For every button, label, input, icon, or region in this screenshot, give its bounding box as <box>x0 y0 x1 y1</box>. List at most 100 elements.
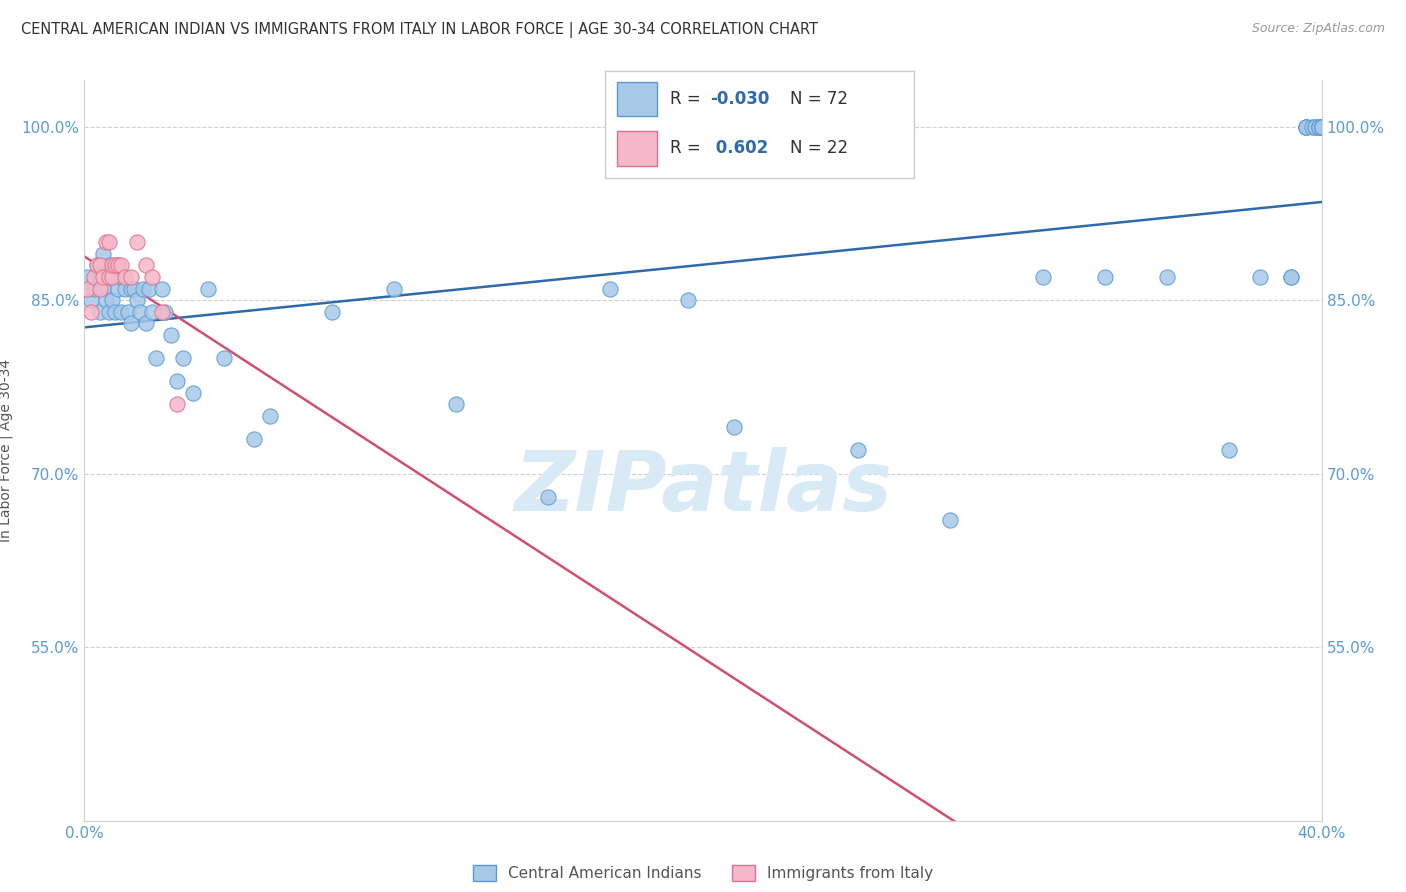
Point <box>135 259 157 273</box>
Bar <box>617 82 657 116</box>
Point <box>107 281 129 295</box>
Point <box>1218 443 1240 458</box>
Point <box>83 269 105 284</box>
Point <box>114 269 136 284</box>
Point <box>104 259 127 273</box>
Point <box>1308 120 1330 134</box>
Point <box>110 269 132 284</box>
Point <box>1301 120 1323 134</box>
Point <box>91 269 114 284</box>
Point <box>86 259 108 273</box>
Point <box>723 420 745 434</box>
Point <box>98 235 121 250</box>
Point <box>132 281 155 295</box>
Point <box>243 432 266 446</box>
Point <box>101 259 124 273</box>
Point <box>1249 269 1271 284</box>
Text: R =: R = <box>669 90 706 108</box>
Point <box>120 316 142 330</box>
Point <box>101 269 124 284</box>
Text: N = 22: N = 22 <box>790 139 848 157</box>
Point <box>120 269 142 284</box>
Point <box>129 304 152 318</box>
Point <box>1279 269 1302 284</box>
Point <box>1032 269 1054 284</box>
Point <box>444 397 467 411</box>
Point <box>89 304 111 318</box>
Point <box>79 293 101 307</box>
Point <box>94 235 117 250</box>
Point <box>110 259 132 273</box>
Point <box>104 304 127 318</box>
Point <box>141 269 163 284</box>
Point <box>537 490 560 504</box>
Point <box>76 269 98 284</box>
Point <box>1308 120 1330 134</box>
Point <box>259 409 281 423</box>
Point <box>1310 120 1333 134</box>
Text: Source: ZipAtlas.com: Source: ZipAtlas.com <box>1251 22 1385 36</box>
Point <box>181 385 204 400</box>
Bar <box>617 131 657 166</box>
Point <box>145 351 167 365</box>
Point <box>125 235 148 250</box>
Point <box>676 293 699 307</box>
Point <box>939 513 962 527</box>
Point <box>125 293 148 307</box>
Point <box>150 281 173 295</box>
Point <box>1310 120 1333 134</box>
Point <box>1308 120 1330 134</box>
Text: ZIPatlas: ZIPatlas <box>515 447 891 528</box>
Point <box>1310 120 1333 134</box>
Point <box>107 259 129 273</box>
Y-axis label: In Labor Force | Age 30-34: In Labor Force | Age 30-34 <box>0 359 13 542</box>
Point <box>1295 120 1317 134</box>
Point <box>1156 269 1178 284</box>
Point <box>1305 120 1327 134</box>
Point <box>212 351 235 365</box>
Point <box>599 281 621 295</box>
Text: 0.602: 0.602 <box>710 139 768 157</box>
Point <box>91 281 114 295</box>
Point <box>101 269 124 284</box>
Point <box>197 281 219 295</box>
Point <box>1305 120 1327 134</box>
Point <box>1279 269 1302 284</box>
Point <box>89 281 111 295</box>
Point <box>122 281 145 295</box>
Point <box>76 281 98 295</box>
Text: -0.030: -0.030 <box>710 90 769 108</box>
Point <box>135 316 157 330</box>
Point <box>86 259 108 273</box>
Point <box>89 269 111 284</box>
Point <box>89 259 111 273</box>
Point <box>117 304 139 318</box>
Text: N = 72: N = 72 <box>790 90 848 108</box>
Point <box>83 281 105 295</box>
Point <box>172 351 194 365</box>
Text: R =: R = <box>669 139 706 157</box>
Text: CENTRAL AMERICAN INDIAN VS IMMIGRANTS FROM ITALY IN LABOR FORCE | AGE 30-34 CORR: CENTRAL AMERICAN INDIAN VS IMMIGRANTS FR… <box>21 22 818 38</box>
Point <box>91 247 114 261</box>
Point <box>98 259 121 273</box>
Point <box>79 304 101 318</box>
Point <box>120 281 142 295</box>
Point <box>1295 120 1317 134</box>
Point <box>166 374 188 388</box>
Point <box>1310 120 1333 134</box>
Legend: Central American Indians, Immigrants from Italy: Central American Indians, Immigrants fro… <box>467 859 939 887</box>
Point <box>94 293 117 307</box>
Point <box>98 269 121 284</box>
Point <box>846 443 869 458</box>
Point <box>1094 269 1116 284</box>
Point <box>153 304 176 318</box>
Point <box>1310 120 1333 134</box>
Point <box>104 269 127 284</box>
Point <box>382 281 405 295</box>
Point <box>98 304 121 318</box>
Point <box>110 304 132 318</box>
Point <box>166 397 188 411</box>
Point <box>114 281 136 295</box>
Point <box>107 259 129 273</box>
Point <box>141 304 163 318</box>
